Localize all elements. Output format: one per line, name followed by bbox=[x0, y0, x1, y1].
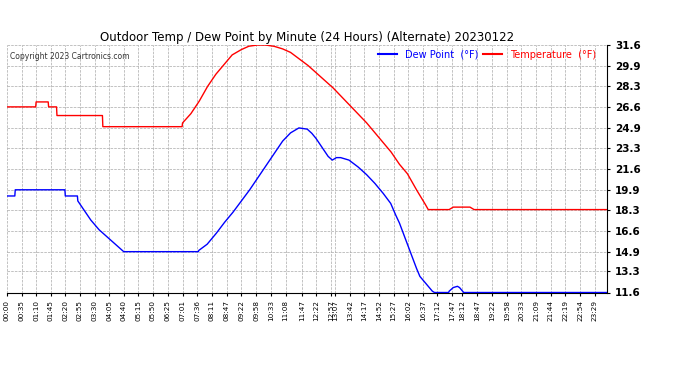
Text: Copyright 2023 Cartronics.com: Copyright 2023 Cartronics.com bbox=[10, 53, 130, 62]
Title: Outdoor Temp / Dew Point by Minute (24 Hours) (Alternate) 20230122: Outdoor Temp / Dew Point by Minute (24 H… bbox=[100, 31, 514, 44]
Legend: Dew Point  (°F), Temperature  (°F): Dew Point (°F), Temperature (°F) bbox=[377, 50, 596, 60]
